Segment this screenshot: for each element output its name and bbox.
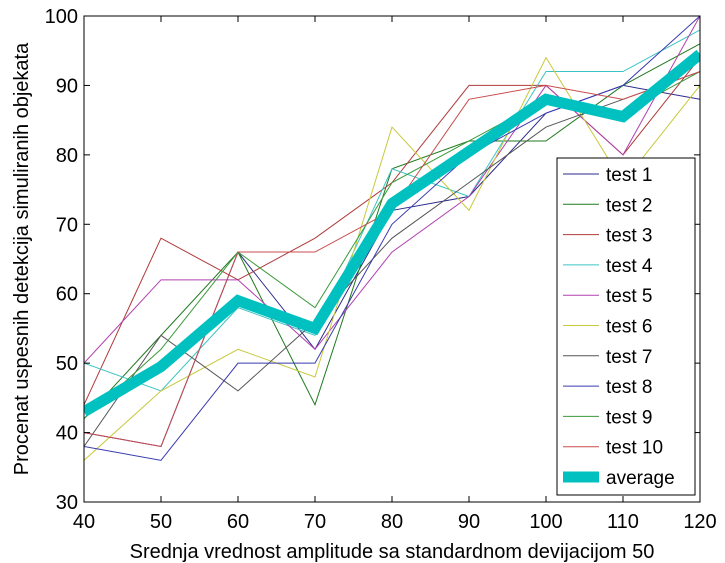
legend-label: test 9 xyxy=(606,407,652,428)
legend-label: test 4 xyxy=(606,256,653,277)
series-line-test-5 xyxy=(84,16,700,364)
y-tick-label: 30 xyxy=(56,492,78,514)
x-tick-label: 100 xyxy=(529,511,562,533)
legend-label: test 6 xyxy=(606,317,652,338)
legend-box xyxy=(556,157,696,496)
y-tick-label: 90 xyxy=(56,75,78,97)
x-tick-label: 120 xyxy=(683,511,716,533)
legend-label: test 8 xyxy=(606,377,652,398)
x-axis-label: Srednja vrednost amplitude sa standardno… xyxy=(130,541,655,563)
x-tick-label: 90 xyxy=(458,511,480,533)
x-tick-label: 50 xyxy=(150,511,172,533)
legend-label: test 10 xyxy=(606,438,663,459)
series-line-average xyxy=(84,49,700,417)
legend: test 1 test 2 test 3 test 4 test 5 test 6 test… xyxy=(556,157,696,496)
x-tick-label: 110 xyxy=(607,511,639,533)
x-tick-label: 80 xyxy=(381,511,403,533)
y-tick-label: 40 xyxy=(56,423,78,445)
legend-label: average xyxy=(606,468,675,489)
y-axis-label: Procenat uspesnih detekcija simuliranih … xyxy=(11,42,33,475)
x-tick-label: 70 xyxy=(304,511,326,533)
legend-label: test 1 xyxy=(606,165,652,186)
y-tick-label: 60 xyxy=(56,284,78,306)
legend-label: test 5 xyxy=(606,286,652,307)
y-tick-label: 100 xyxy=(45,6,78,28)
y-tick-label: 80 xyxy=(56,145,78,167)
legend-label: test 2 xyxy=(606,195,652,216)
y-tick-label: 50 xyxy=(56,353,78,375)
x-tick-label: 60 xyxy=(227,511,249,533)
x-tick-label: 40 xyxy=(73,511,95,533)
series-line-test-4 xyxy=(84,29,700,392)
series-line-test-6 xyxy=(84,56,700,461)
y-tick-label: 70 xyxy=(56,214,78,236)
legend-label: test 3 xyxy=(606,226,652,247)
legend-label: test 7 xyxy=(606,347,652,368)
